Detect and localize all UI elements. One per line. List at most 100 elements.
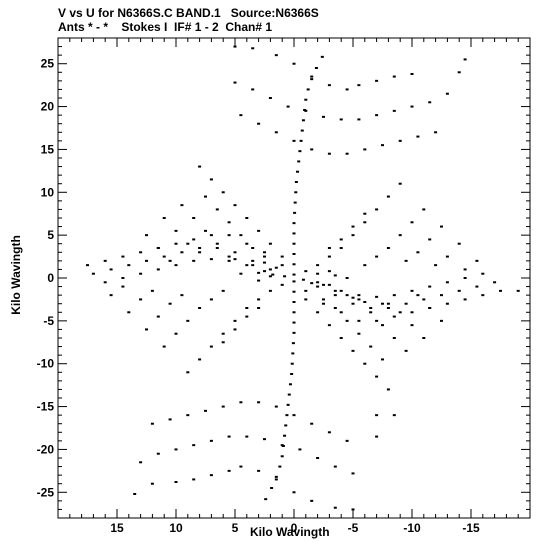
data-point <box>327 255 331 258</box>
data-point <box>398 311 402 314</box>
data-point <box>239 465 243 468</box>
data-point <box>292 414 296 417</box>
data-point <box>292 280 296 283</box>
data-point <box>375 295 379 298</box>
data-point <box>304 98 308 101</box>
data-point <box>357 332 361 335</box>
data-point <box>333 465 337 468</box>
data-point <box>168 302 172 305</box>
data-point <box>301 119 305 122</box>
data-point <box>145 328 148 331</box>
data-point <box>304 270 308 273</box>
axis-tick-labels: 15 10 5 0 -5 -10 -15 -25 -20 -15 -10 -5 0 5 10 15 20 25 <box>37 57 480 535</box>
x-tick-label: -15 <box>462 521 480 535</box>
data-point <box>292 273 296 276</box>
data-point <box>392 294 396 297</box>
data-point <box>428 101 432 104</box>
data-point <box>257 122 261 125</box>
data-point <box>294 191 298 194</box>
data-point <box>150 482 154 485</box>
data-point <box>257 229 261 232</box>
data-point <box>215 247 219 249</box>
data-point <box>369 345 373 348</box>
data-point <box>251 47 255 50</box>
data-point <box>121 255 125 258</box>
data-point <box>339 118 343 121</box>
data-point <box>174 229 178 232</box>
data-point <box>316 264 320 267</box>
data-point <box>251 247 255 249</box>
data-point <box>445 255 449 258</box>
data-point <box>292 263 296 266</box>
data-point <box>351 296 355 299</box>
y-tick-label: -20 <box>37 442 55 456</box>
data-point <box>322 298 325 301</box>
data-point <box>339 311 343 314</box>
data-point <box>428 307 432 309</box>
data-point <box>310 78 314 81</box>
data-point <box>475 285 479 288</box>
data-point <box>345 439 349 442</box>
data-point <box>285 414 289 417</box>
data-point <box>221 341 225 344</box>
data-point <box>168 418 172 421</box>
data-point <box>215 242 219 245</box>
data-point <box>257 271 261 274</box>
data-point <box>121 277 125 279</box>
data-point <box>339 337 343 339</box>
data-point <box>268 289 272 292</box>
data-point <box>375 79 379 82</box>
data-point <box>280 255 284 258</box>
data-point <box>204 195 207 198</box>
data-point <box>245 217 249 219</box>
data-point <box>239 272 243 275</box>
y-tick-label: 20 <box>41 100 55 114</box>
x-tick-label: -5 <box>348 521 359 535</box>
data-point <box>386 388 390 391</box>
data-point <box>310 499 314 502</box>
data-point <box>345 277 349 279</box>
y-tick-label: -10 <box>37 357 55 371</box>
chart-title-line1: V vs U for N6366S.C BAND.1 Source:N6366S <box>58 6 319 20</box>
data-point <box>233 328 237 331</box>
data-point <box>434 264 438 267</box>
data-point <box>186 371 190 374</box>
y-tick-label: -25 <box>37 485 55 499</box>
data-point <box>298 448 302 451</box>
data-point <box>286 105 290 108</box>
data-point <box>463 277 467 279</box>
data-point <box>404 349 408 352</box>
data-point <box>274 54 278 57</box>
data-point <box>292 222 296 225</box>
data-point <box>457 289 461 292</box>
data-point <box>297 160 301 163</box>
data-point <box>440 225 443 228</box>
data-point <box>292 321 296 324</box>
data-point <box>493 281 497 284</box>
data-point <box>145 234 148 237</box>
data-point <box>392 414 396 417</box>
data-point <box>416 294 420 297</box>
data-point <box>463 58 467 61</box>
data-point <box>291 342 295 345</box>
data-point <box>221 289 225 292</box>
data-point <box>271 273 275 276</box>
data-point <box>410 311 414 314</box>
data-point <box>327 431 331 434</box>
data-point <box>292 491 296 494</box>
data-point <box>209 474 213 477</box>
data-point <box>351 349 355 352</box>
data-point <box>274 475 278 478</box>
data-point <box>233 258 237 261</box>
data-point <box>221 405 225 408</box>
data-point <box>268 242 272 245</box>
data-point <box>322 115 325 118</box>
data-point <box>257 298 261 301</box>
x-tick-label: 10 <box>169 521 183 535</box>
data-point <box>227 259 231 262</box>
data-point <box>233 204 237 207</box>
data-point <box>339 247 343 249</box>
data-point <box>392 75 396 78</box>
data-point <box>410 324 414 327</box>
